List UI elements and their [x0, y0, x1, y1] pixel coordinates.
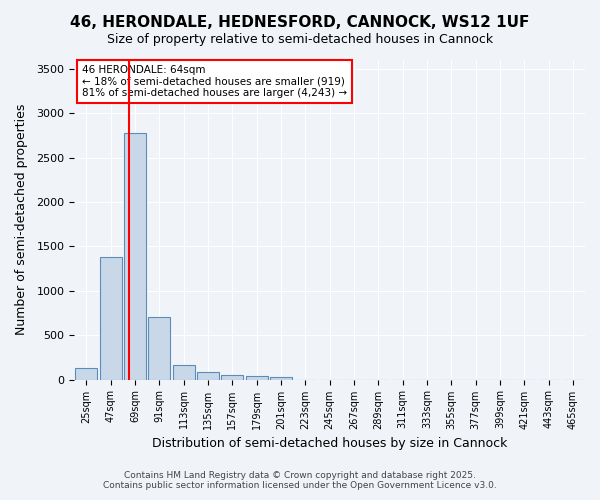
- Bar: [245, 376, 268, 380]
- Bar: [221, 374, 243, 380]
- Bar: [197, 372, 219, 380]
- Text: Contains HM Land Registry data © Crown copyright and database right 2025.
Contai: Contains HM Land Registry data © Crown c…: [103, 470, 497, 490]
- Bar: [76, 368, 97, 380]
- Bar: [124, 133, 146, 380]
- Bar: [100, 257, 122, 380]
- Text: Size of property relative to semi-detached houses in Cannock: Size of property relative to semi-detach…: [107, 32, 493, 46]
- X-axis label: Distribution of semi-detached houses by size in Cannock: Distribution of semi-detached houses by …: [152, 437, 507, 450]
- Text: 46, HERONDALE, HEDNESFORD, CANNOCK, WS12 1UF: 46, HERONDALE, HEDNESFORD, CANNOCK, WS12…: [70, 15, 530, 30]
- Bar: [270, 377, 292, 380]
- Text: 46 HERONDALE: 64sqm
← 18% of semi-detached houses are smaller (919)
81% of semi-: 46 HERONDALE: 64sqm ← 18% of semi-detach…: [82, 65, 347, 98]
- Bar: [148, 318, 170, 380]
- Y-axis label: Number of semi-detached properties: Number of semi-detached properties: [15, 104, 28, 336]
- Bar: [173, 366, 194, 380]
